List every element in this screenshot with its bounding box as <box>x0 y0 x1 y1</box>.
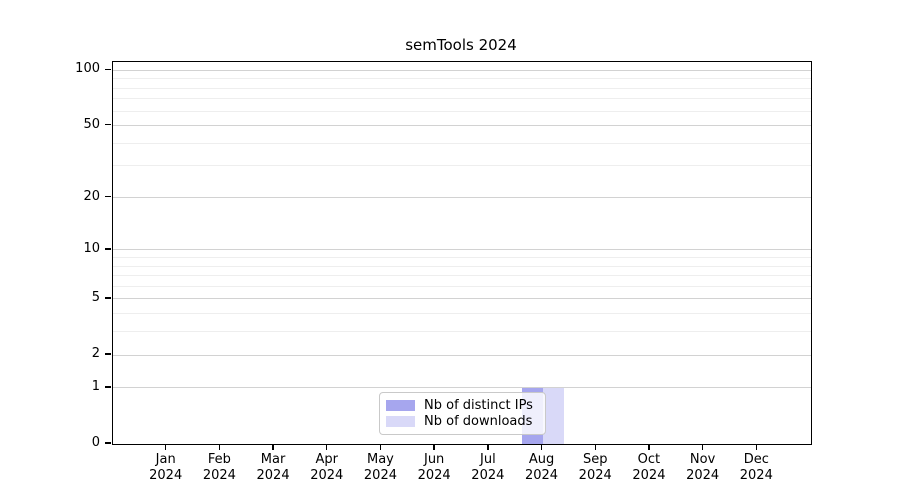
minor-gridline <box>113 87 811 89</box>
x-tick-label: Feb 2024 <box>202 452 236 483</box>
x-tick-label: Sep 2024 <box>578 452 612 483</box>
major-gridline <box>113 387 811 389</box>
chart-title: semTools 2024 <box>405 36 517 54</box>
minor-gridline <box>113 265 811 267</box>
x-tick-label: Nov 2024 <box>686 452 720 483</box>
y-tick-mark <box>105 386 111 388</box>
minor-gridline <box>113 257 811 259</box>
y-tick-mark <box>105 353 111 355</box>
x-tick-mark <box>272 444 274 450</box>
x-tick-mark <box>164 444 167 450</box>
y-tick-label: 100 <box>75 61 100 77</box>
x-tick-mark <box>379 444 382 450</box>
y-tick-mark <box>105 195 111 198</box>
bar-downloads-aug <box>542 387 564 444</box>
minor-gridline <box>113 98 811 100</box>
minor-gridline <box>113 331 811 333</box>
minor-gridline <box>113 78 811 80</box>
x-tick-label: Aug 2024 <box>524 452 559 483</box>
major-gridline <box>113 125 811 127</box>
legend-item-distinct-ips: Nb of distinct IPs <box>386 398 537 413</box>
x-tick-label: Jun 2024 <box>417 452 451 483</box>
minor-gridline <box>113 110 811 112</box>
x-tick-mark <box>701 444 704 450</box>
x-tick-label: Jan 2024 <box>149 452 183 483</box>
y-tick-mark <box>105 248 111 250</box>
minor-gridline <box>113 275 811 277</box>
major-gridline <box>113 354 811 356</box>
legend-label-downloads: Nb of downloads <box>424 414 533 429</box>
x-tick-mark <box>487 444 489 450</box>
x-tick-mark <box>594 444 596 450</box>
y-tick-label: 10 <box>83 240 100 256</box>
minor-gridline <box>113 285 811 287</box>
minor-gridline <box>113 313 811 315</box>
x-tick-label: May 2024 <box>363 452 397 483</box>
major-gridline <box>113 298 811 300</box>
legend-swatch-downloads-icon <box>386 416 415 427</box>
x-tick-label: Mar 2024 <box>256 452 290 483</box>
y-tick-mark <box>105 297 111 299</box>
legend-swatch-distinct-ips-icon <box>386 400 415 411</box>
y-tick-mark <box>105 123 111 126</box>
y-tick-label: 2 <box>91 346 100 362</box>
plot-area <box>112 61 812 445</box>
y-tick-label: 20 <box>83 188 100 204</box>
major-gridline <box>113 249 811 251</box>
minor-gridline <box>113 165 811 167</box>
x-tick-mark <box>326 444 328 450</box>
x-tick-label: Dec 2024 <box>739 452 773 483</box>
x-tick-label: Oct 2024 <box>632 452 666 483</box>
y-tick-mark <box>105 68 111 71</box>
y-tick-label: 0 <box>91 435 100 450</box>
x-tick-mark <box>755 444 757 450</box>
legend-item-downloads: Nb of downloads <box>386 414 537 429</box>
major-gridline <box>113 69 811 71</box>
minor-gridline <box>113 142 811 144</box>
x-tick-mark <box>540 444 543 450</box>
x-tick-mark <box>648 444 650 450</box>
x-tick-label: Apr 2024 <box>310 452 344 483</box>
y-tick-label: 50 <box>83 116 100 132</box>
x-tick-mark <box>433 444 435 450</box>
y-tick-label: 5 <box>91 289 100 305</box>
legend-label-distinct-ips: Nb of distinct IPs <box>424 398 533 413</box>
x-tick-mark <box>218 444 221 450</box>
x-tick-label: Jul 2024 <box>471 452 505 483</box>
y-tick-label: 1 <box>91 378 100 394</box>
legend: Nb of distinct IPs Nb of downloads <box>379 392 546 435</box>
y-tick-mark <box>105 442 111 444</box>
major-gridline <box>113 197 811 199</box>
